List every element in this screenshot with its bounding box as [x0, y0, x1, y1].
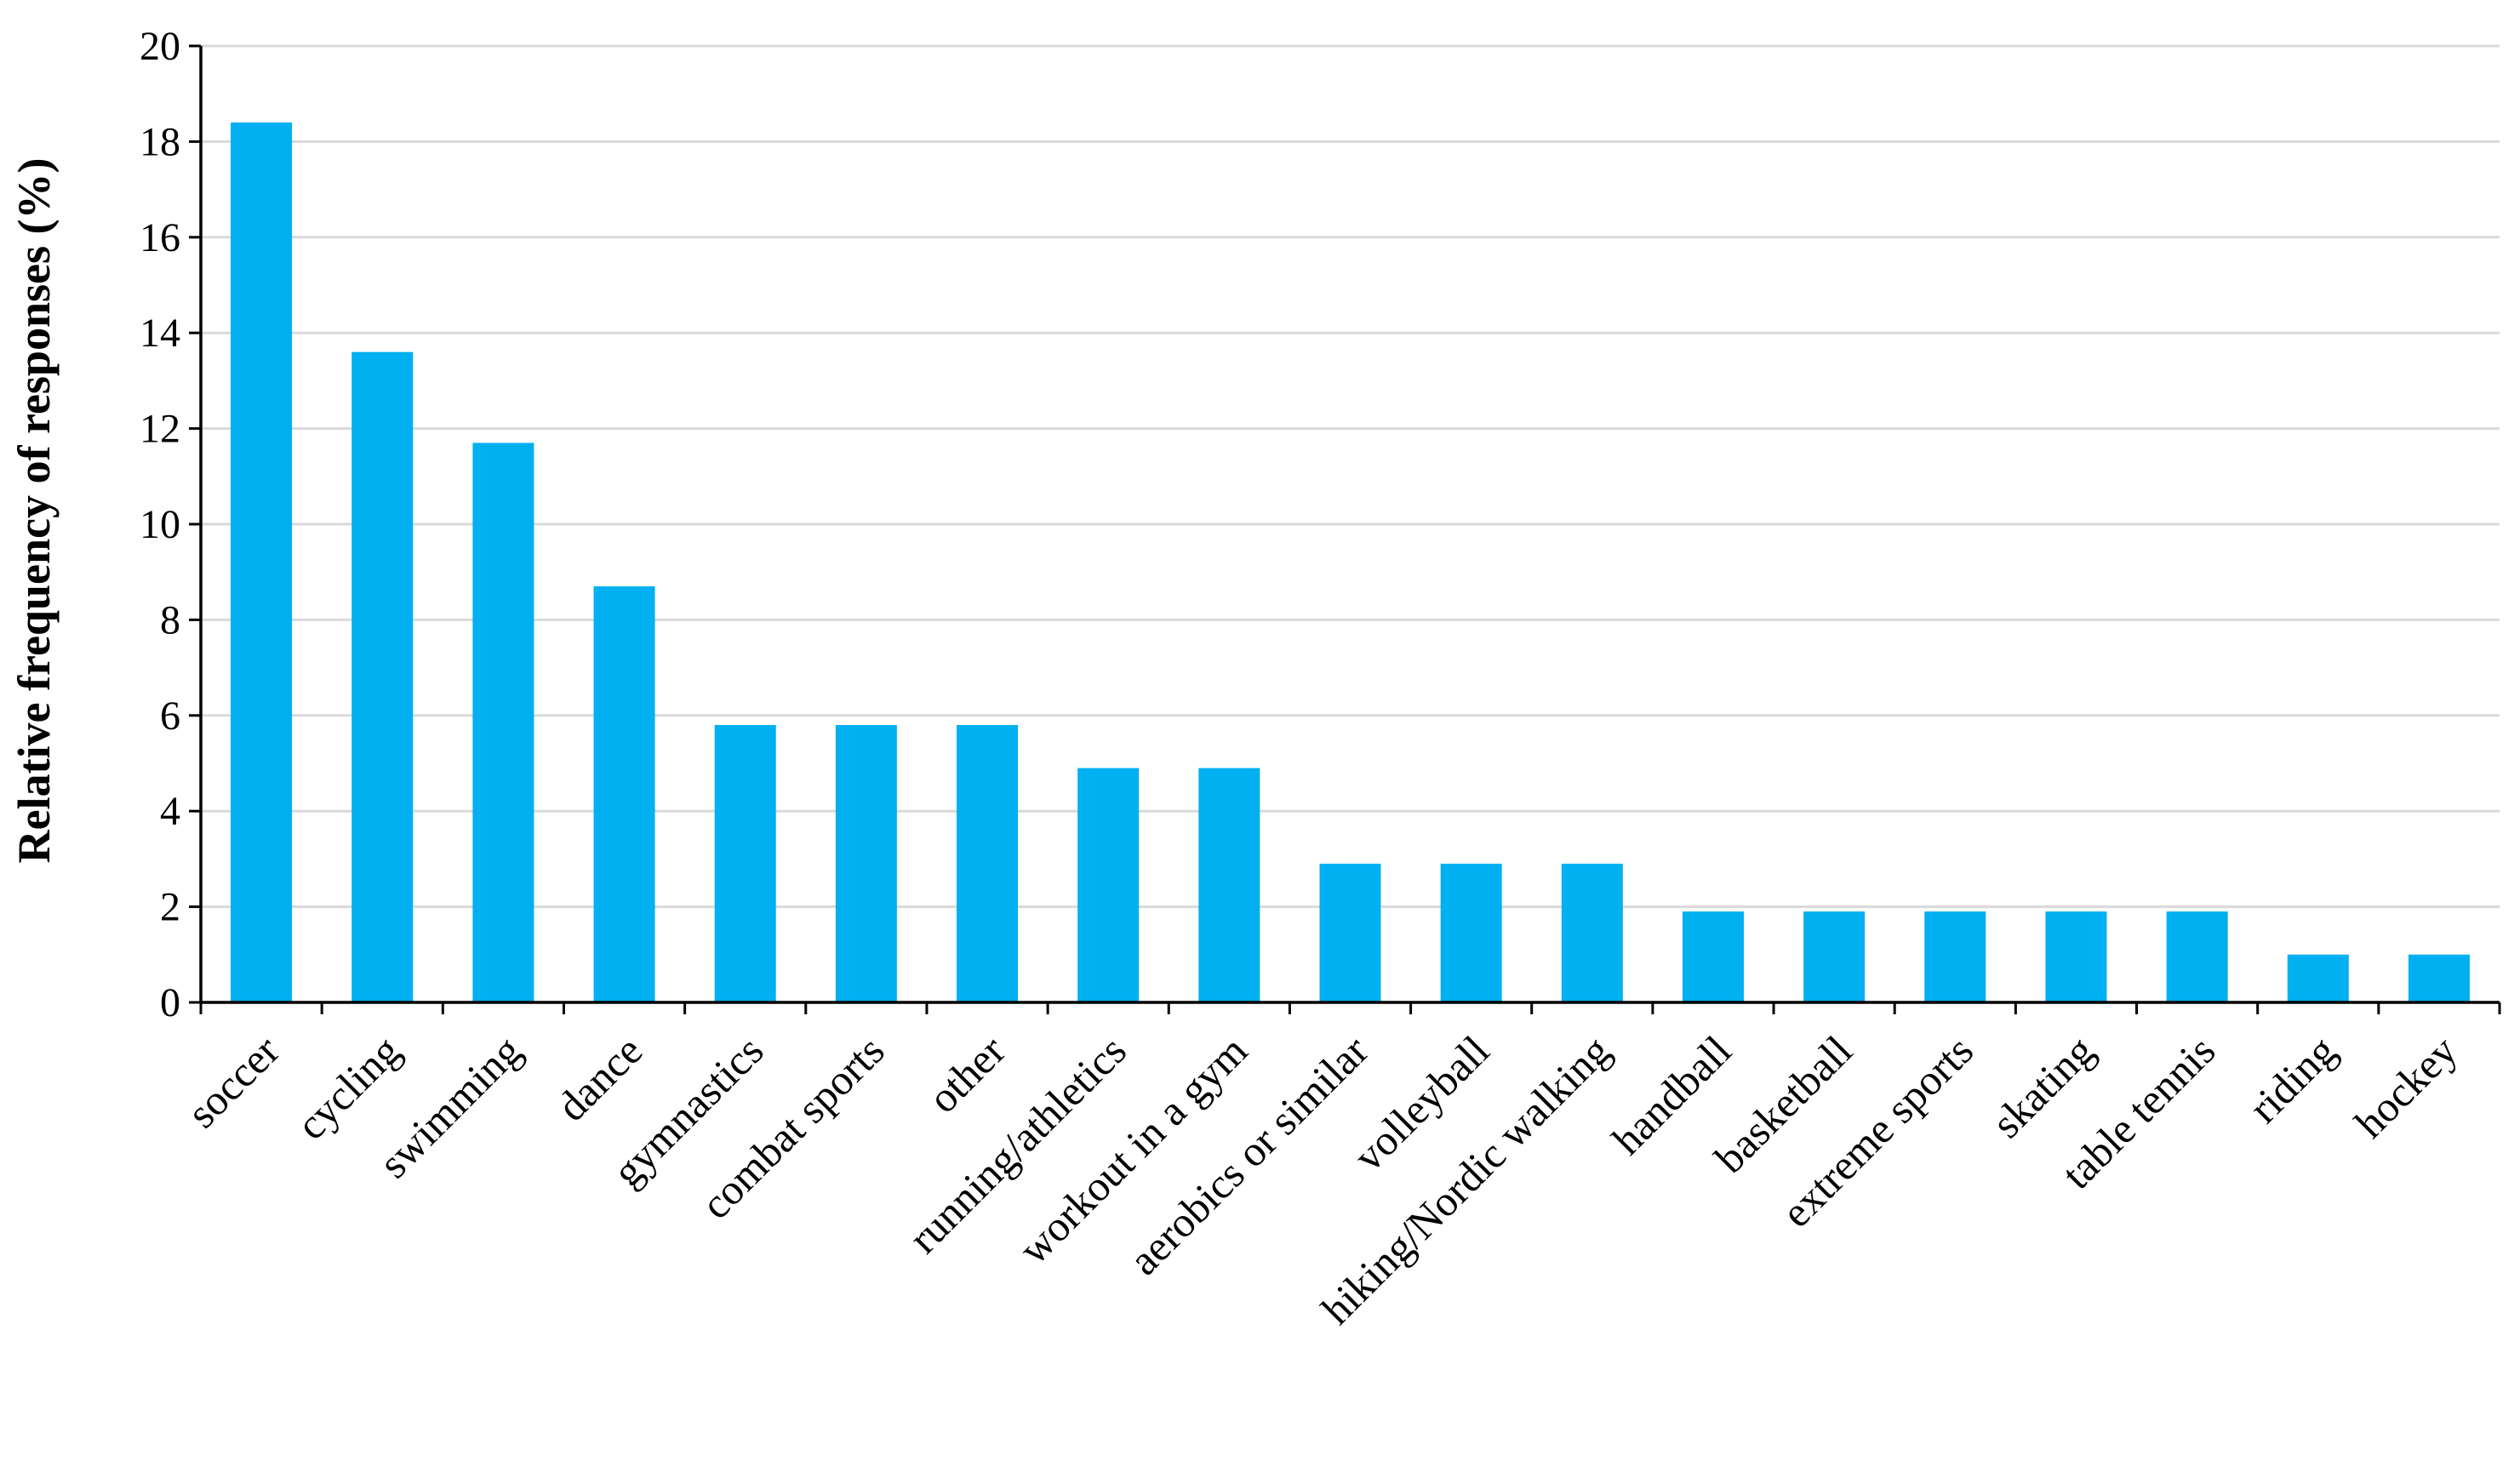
x-tick-label: soccer	[178, 1026, 289, 1137]
x-tick-label: hockey	[2346, 1026, 2466, 1147]
y-tick-label: 12	[140, 407, 180, 452]
y-tick-label: 14	[140, 311, 180, 356]
x-tick-label: other	[919, 1026, 1014, 1122]
y-tick-label: 16	[140, 215, 180, 260]
bar-17	[2287, 954, 2349, 1002]
y-tick-label: 6	[160, 694, 180, 739]
y-tick-label: 8	[160, 597, 180, 642]
bar-9	[1319, 864, 1381, 1002]
y-tick-label: 18	[140, 119, 180, 164]
bar-7	[1077, 768, 1140, 1002]
bar-15	[2045, 911, 2107, 1002]
y-axis-ticks: 0 2 4 6 8 10 12 14 16 18 20	[140, 24, 201, 1025]
bar-8	[1198, 768, 1260, 1002]
y-tick-label: 4	[160, 789, 180, 834]
bar-13	[1803, 911, 1866, 1002]
y-tick-label: 10	[140, 502, 180, 547]
bar-4	[714, 725, 776, 1002]
x-tick-label: riding	[2239, 1026, 2345, 1132]
bar-3	[593, 586, 655, 1002]
y-tick-label: 0	[160, 980, 180, 1025]
bar-11	[1561, 864, 1623, 1002]
x-tick-label: cycling	[287, 1026, 409, 1149]
bar-12	[1682, 911, 1744, 1002]
x-tick-label: running/athletics	[900, 1026, 1135, 1262]
gridlines	[201, 44, 2500, 909]
y-axis-label: Relative frequency of responses (%)	[9, 158, 60, 864]
x-tick-label: dance	[547, 1026, 651, 1130]
bar-5	[835, 725, 897, 1002]
y-tick-label: 20	[140, 24, 180, 69]
bar-2	[472, 442, 534, 1002]
y-tick-label: 2	[160, 885, 180, 930]
bar-6	[957, 725, 1019, 1002]
bar-18	[2408, 954, 2470, 1002]
bar-1	[351, 351, 414, 1002]
bars	[231, 122, 2470, 1002]
bar-16	[2166, 911, 2228, 1002]
x-tick-label: skating	[1982, 1026, 2103, 1147]
bar-14	[1924, 911, 1986, 1002]
bar-0	[231, 122, 293, 1002]
bar-10	[1440, 864, 1502, 1002]
